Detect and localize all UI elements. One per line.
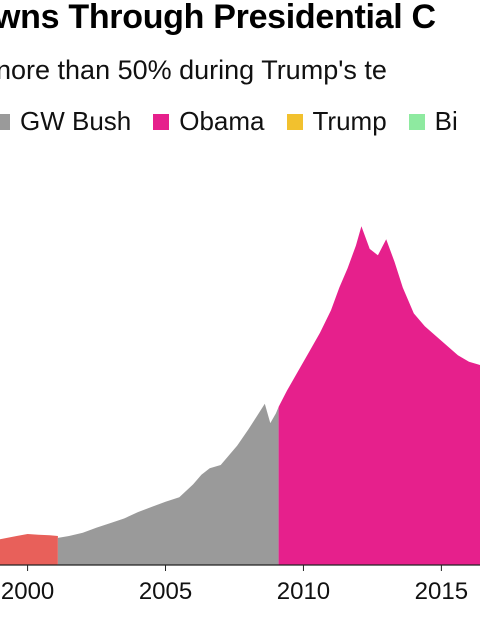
x-tick-label-2000: 2000 [1,578,54,605]
x-tick-label-2005: 2005 [139,578,192,605]
chart-legend: GW Bush Obama Trump Bi [0,106,480,137]
legend-item-obama: Obama [153,106,265,137]
legend-swatch-gw-bush [0,113,10,130]
legend-item-gw-bush: GW Bush [0,106,131,137]
legend-swatch-obama [153,113,170,130]
area-series-0 [0,534,58,565]
chart-subtitle: nore than 50% during Trump's te [0,55,387,85]
legend-label-trump: Trump [312,106,387,136]
x-tick-label-2010: 2010 [277,578,330,605]
legend-item-biden: Bi [408,106,458,137]
legend-item-trump: Trump [286,106,387,137]
area-series-2 [278,226,480,566]
area-series-1 [57,403,279,565]
legend-label-gw-bush: GW Bush [20,106,132,136]
legend-swatch-biden [408,113,425,130]
legend-label-biden: Bi [434,106,458,136]
legend-label-obama: Obama [179,106,265,136]
x-tick-label-2015: 2015 [415,578,468,605]
legend-swatch-trump [286,113,303,130]
chart-title: wns Through Presidential C [0,0,436,36]
